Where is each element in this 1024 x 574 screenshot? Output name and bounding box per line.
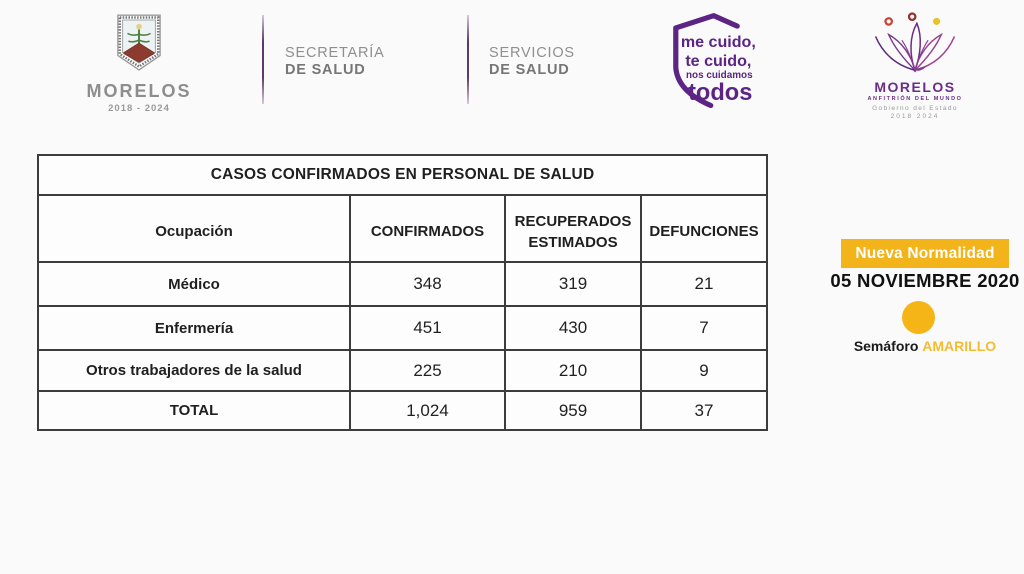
state-logo-period: 2018 2024 [890, 113, 940, 120]
me-cuido-shield-logo: me cuido, te cuido, nos cuidamos todos [648, 10, 766, 114]
cases-table-container: CASOS CONFIRMADOS EN PERSONAL DE SALUD O… [36, 154, 769, 431]
servicios-de-salud-wordmark: SERVICIOS DE SALUD [489, 45, 575, 78]
cell-confirmados: 348 [349, 261, 506, 307]
cell-ocupacion: Enfermería [37, 305, 351, 351]
morelos-coat-of-arms-icon [117, 14, 161, 71]
report-date: 05 NOVIEMBRE 2020 [830, 270, 1020, 291]
cell-recuperados: 430 [504, 305, 642, 351]
semaforo-value: AMARILLO [922, 338, 997, 354]
shield-text-line2: te cuido, [685, 52, 751, 70]
state-logo-gov-line: Gobierno del Estado [872, 105, 958, 112]
seal-title: MORELOS [86, 81, 192, 101]
cell-confirmados: 1,024 [349, 390, 506, 431]
state-logo-name: MORELOS [874, 79, 956, 95]
shield-text-line3: nos cuidamos [686, 70, 753, 81]
cell-recuperados: 210 [504, 349, 642, 392]
servicios-line1: SERVICIOS [489, 45, 575, 61]
cell-ocupacion: Otros trabajadores de la salud [37, 349, 351, 392]
cell-recuperados: 319 [504, 261, 642, 307]
secretaria-line2: DE SALUD [285, 61, 366, 78]
morelos-anfitrion-logo: MORELOS ANFITRIÓN DEL MUNDO Gobierno del… [860, 12, 970, 120]
semaforo-label: Semáforo [853, 338, 919, 354]
header-divider [467, 15, 469, 104]
shield-icon: me cuido, te cuido, nos cuidamos todos [673, 13, 756, 109]
cell-defunciones: 21 [639, 261, 769, 307]
cell-ocupacion: Médico [37, 261, 351, 307]
seal-period: 2018 - 2024 [108, 103, 170, 114]
cell-defunciones: 9 [639, 349, 769, 392]
column-header-confirmados: CONFIRMADOS [349, 194, 506, 263]
shield-text-line1: me cuido, [681, 33, 756, 51]
cell-ocupacion: TOTAL [37, 390, 351, 431]
cases-table: CASOS CONFIRMADOS EN PERSONAL DE SALUD O… [36, 154, 769, 431]
column-header-ocupacion: Ocupación [37, 194, 351, 263]
cell-confirmados: 451 [349, 305, 506, 351]
shield-text-line4: todos [688, 80, 752, 106]
cell-defunciones: 37 [639, 390, 769, 431]
cell-defunciones: 7 [639, 305, 769, 351]
lotus-flower-icon [874, 12, 956, 73]
nueva-normalidad-badge: Nueva Normalidad [841, 239, 1009, 268]
column-header-defunciones: DEFUNCIONES [639, 194, 769, 263]
secretaria-line1: SECRETARÍA [285, 45, 385, 61]
secretaria-de-salud-wordmark: SECRETARÍA DE SALUD [285, 45, 385, 78]
cell-recuperados: 959 [504, 390, 642, 431]
table-row-medico: Médico 348 319 21 [37, 261, 769, 307]
semaforo-yellow-circle-icon [902, 301, 935, 334]
header-divider [262, 15, 264, 104]
semaforo-status: Semáforo AMARILLO [826, 338, 1024, 354]
table-row-total: TOTAL 1,024 959 37 [37, 390, 769, 431]
column-header-recuperados: RECUPERADOS ESTIMADOS [504, 194, 642, 263]
morelos-seal-logo: MORELOS 2018 - 2024 [78, 12, 200, 114]
servicios-line2: DE SALUD [489, 61, 570, 78]
table-row-enfermeria: Enfermería 451 430 7 [37, 305, 769, 351]
cell-confirmados: 225 [349, 349, 506, 392]
table-row-otros-trabajadores: Otros trabajadores de la salud 225 210 9 [37, 349, 769, 392]
table-title: CASOS CONFIRMADOS EN PERSONAL DE SALUD [36, 154, 769, 196]
state-logo-tagline: ANFITRIÓN DEL MUNDO [867, 96, 963, 102]
